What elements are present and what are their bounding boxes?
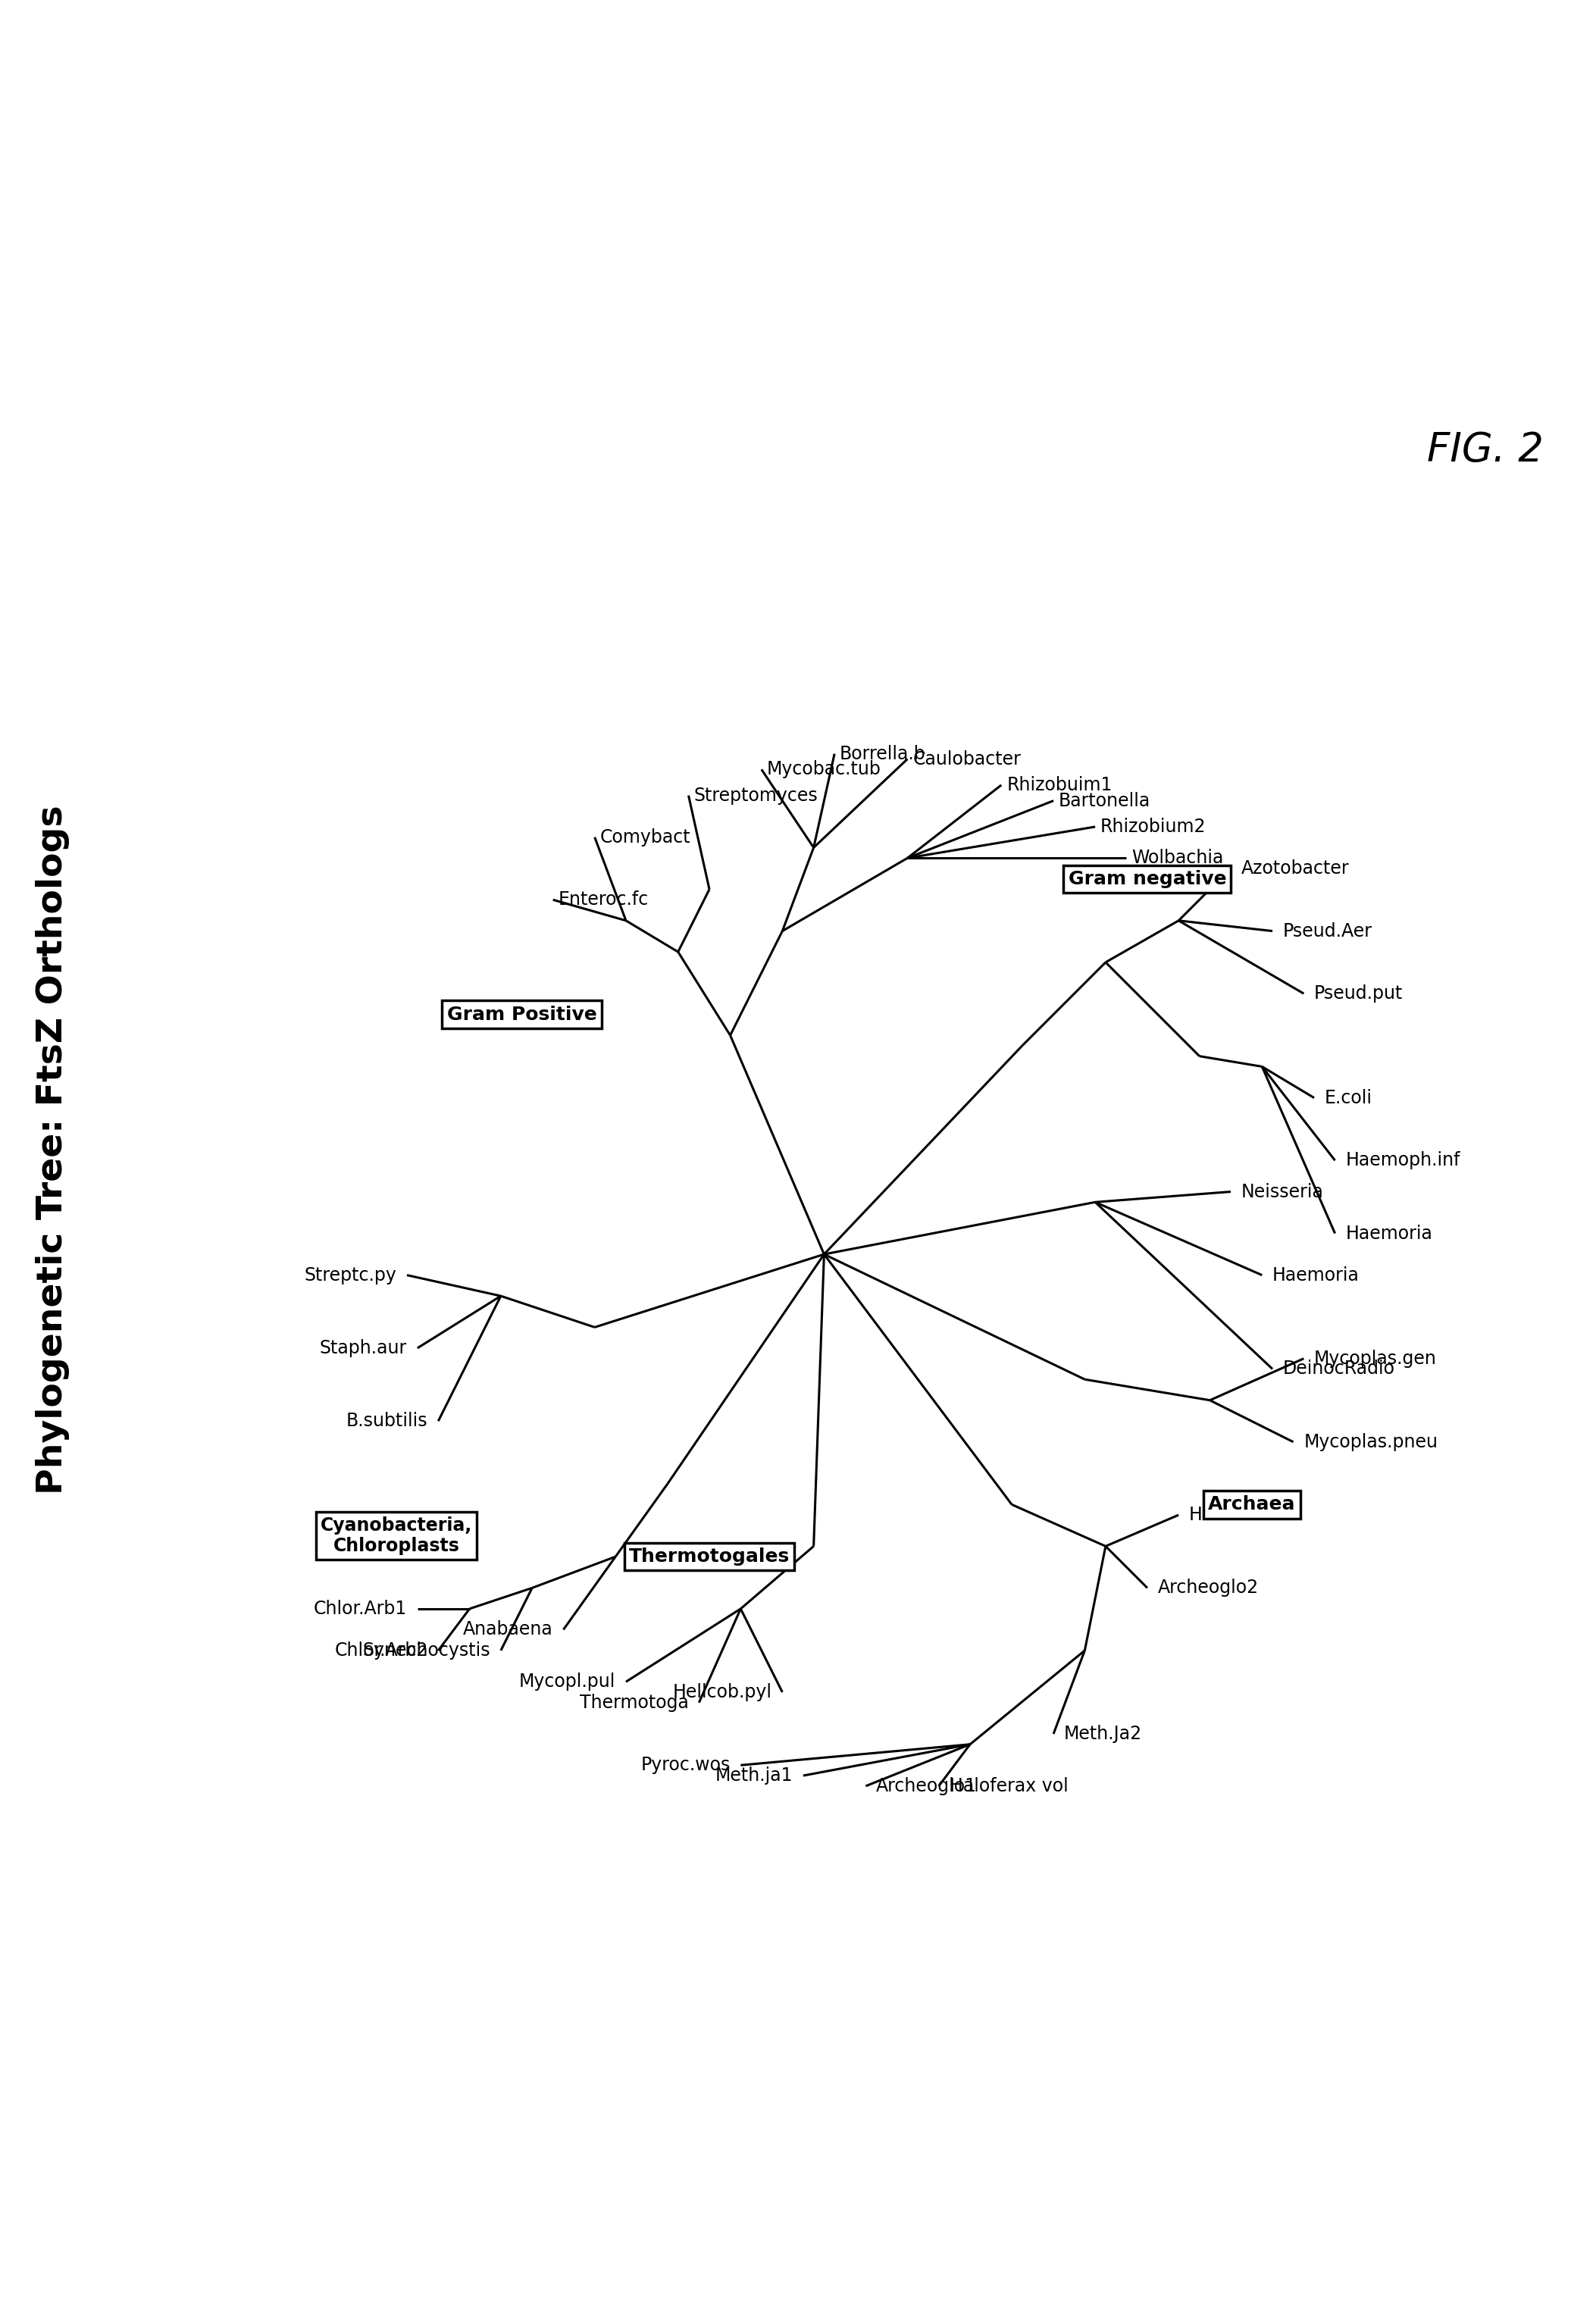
Text: Bartonella: Bartonella	[1058, 791, 1151, 810]
Text: Thermotoga: Thermotoga	[579, 1693, 688, 1711]
Text: B.subtilis: B.subtilis	[346, 1412, 428, 1431]
Text: Wolbachia: Wolbachia	[1132, 849, 1224, 867]
Text: E.coli: E.coli	[1325, 1088, 1373, 1106]
Text: Mycopl.pul: Mycopl.pul	[519, 1672, 616, 1691]
Text: Rhizobium2: Rhizobium2	[1100, 819, 1207, 835]
Text: Chlor.Arb2: Chlor.Arb2	[334, 1642, 428, 1661]
Text: Neisseria: Neisseria	[1242, 1182, 1323, 1201]
Text: Comybact: Comybact	[600, 828, 691, 846]
Text: Pseud.put: Pseud.put	[1314, 984, 1403, 1003]
Text: Archeoglo1: Archeoglo1	[876, 1778, 977, 1794]
Text: Gram Positive: Gram Positive	[447, 1005, 597, 1024]
Text: DeinocRadio: DeinocRadio	[1283, 1359, 1395, 1378]
Text: Caulobacter: Caulobacter	[913, 750, 1021, 768]
Text: Haloferax vol: Haloferax vol	[950, 1778, 1068, 1794]
Text: Synechocystis: Synechocystis	[362, 1642, 490, 1661]
Text: Haemoria: Haemoria	[1272, 1265, 1360, 1283]
Text: Borrella.b: Borrella.b	[839, 745, 926, 764]
Text: Cyanobacteria,
Chloroplasts: Cyanobacteria, Chloroplasts	[321, 1516, 472, 1555]
Text: Enteroc.fc: Enteroc.fc	[559, 890, 648, 909]
Text: FIG. 2: FIG. 2	[1427, 430, 1543, 469]
Text: Phylogenetic Tree: FtsZ Orthologs: Phylogenetic Tree: FtsZ Orthologs	[35, 805, 70, 1495]
Text: Halobac.sal: Halobac.sal	[1189, 1507, 1293, 1525]
Text: Anabaena: Anabaena	[463, 1621, 552, 1638]
Text: Hellcob.pyl: Hellcob.pyl	[672, 1684, 772, 1702]
Text: Azotobacter: Azotobacter	[1242, 860, 1349, 879]
Text: Streptc.py: Streptc.py	[305, 1265, 396, 1283]
Text: Pyroc.wos: Pyroc.wos	[640, 1757, 731, 1773]
Text: Gram negative: Gram negative	[1068, 869, 1226, 888]
Text: Archeoglo2: Archeoglo2	[1157, 1578, 1259, 1596]
Text: Staph.aur: Staph.aur	[319, 1339, 407, 1357]
Text: Haemoria: Haemoria	[1345, 1224, 1433, 1242]
Text: Archaea: Archaea	[1208, 1495, 1296, 1513]
Text: Mycobac.tub: Mycobac.tub	[766, 761, 881, 777]
Text: Streptomyces: Streptomyces	[694, 787, 817, 805]
Text: Thermotogales: Thermotogales	[629, 1548, 790, 1566]
Text: Meth.Ja2: Meth.Ja2	[1065, 1725, 1143, 1743]
Text: Mycoplas.pneu: Mycoplas.pneu	[1304, 1433, 1438, 1451]
Text: Meth.ja1: Meth.ja1	[715, 1766, 793, 1785]
Text: Rhizobuim1: Rhizobuim1	[1007, 775, 1112, 793]
Text: Mycoplas.gen: Mycoplas.gen	[1314, 1350, 1436, 1368]
Text: Chlor.Arb1: Chlor.Arb1	[313, 1601, 407, 1617]
Text: Haemoph.inf: Haemoph.inf	[1345, 1152, 1460, 1168]
Text: Pseud.Aer: Pseud.Aer	[1283, 922, 1373, 941]
